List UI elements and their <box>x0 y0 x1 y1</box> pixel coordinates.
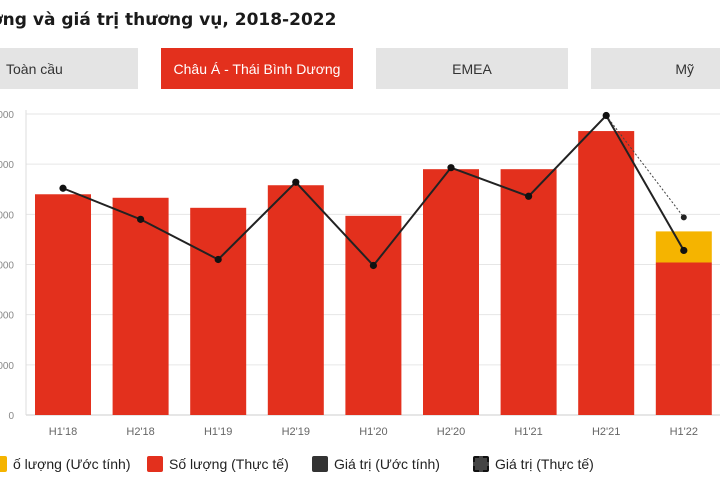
x-axis-ticks: H1'18 H2'18 H1'19 H2'19 H1'20 H2'20 H1'21 H2'21… <box>49 426 698 438</box>
point-value-actual <box>680 214 687 221</box>
bar-volume-actual <box>423 169 479 415</box>
bar-volume-actual <box>500 169 557 415</box>
legend-swatch <box>312 456 328 472</box>
y-tick-label: 000 <box>0 110 14 121</box>
x-tick-label: H2'20 <box>437 426 465 438</box>
bar-volume-actual <box>35 194 91 415</box>
value-lines <box>59 111 688 270</box>
bars <box>35 131 712 415</box>
legend-swatch <box>0 456 7 472</box>
point-value-estimate <box>214 255 222 264</box>
legend-swatch <box>147 456 163 472</box>
tab-emea[interactable]: EMEA <box>376 48 568 89</box>
line-value-actual <box>605 115 685 218</box>
legend-swatch <box>473 456 489 472</box>
legend-item-value-estimate[interactable]: Giá trị (Ước tính) <box>312 456 440 472</box>
legend-item-volume-estimate[interactable]: ố lượng (Ước tính) <box>0 456 131 472</box>
bar-volume-actual <box>112 197 169 415</box>
point-value-estimate <box>59 184 67 192</box>
legend: ố lượng (Ước tính) Số lượng (Thực tế) Gi… <box>0 456 720 480</box>
x-tick-label: H1'18 <box>49 426 77 438</box>
region-tabs: Toàn cầu Châu Á - Thái Bình Dương EMEA M… <box>0 48 720 90</box>
bar-volume-actual <box>267 185 324 415</box>
y-tick-label: 000 <box>0 261 14 272</box>
y-tick-label: 0 <box>8 411 14 422</box>
point-value-estimate <box>447 164 455 172</box>
x-tick-label: H1'22 <box>670 426 698 438</box>
legend-label: Giá trị (Thực tế) <box>495 456 594 472</box>
legend-label: ố lượng (Ước tính) <box>13 456 131 472</box>
point-value-estimate <box>369 261 377 270</box>
tab-us[interactable]: Mỹ <box>591 48 720 89</box>
tab-global[interactable]: Toàn cầu <box>0 48 138 89</box>
y-tick-label: 000 <box>0 210 14 221</box>
point-value-estimate <box>292 178 300 186</box>
bar-volume-actual <box>190 207 247 415</box>
y-tick-label: 000 <box>0 160 14 171</box>
point-value-estimate <box>680 246 688 255</box>
point-value-estimate <box>602 111 610 120</box>
y-tick-label: 000 <box>0 361 14 372</box>
y-tick-label: 000 <box>0 311 14 322</box>
point-value-estimate <box>137 215 145 223</box>
bar-volume-actual <box>655 262 712 415</box>
x-tick-label: H2'21 <box>592 426 620 438</box>
bar-volume-actual <box>345 215 402 415</box>
x-tick-label: H1'21 <box>514 426 542 438</box>
x-tick-label: H1'19 <box>204 426 232 438</box>
legend-label: Số lượng (Thực tế) <box>169 456 289 472</box>
x-tick-label: H2'18 <box>126 426 154 438</box>
legend-label: Giá trị (Ước tính) <box>334 456 440 472</box>
bar-volume-actual <box>578 131 635 415</box>
point-value-estimate <box>525 192 533 200</box>
x-tick-label: H2'19 <box>282 426 310 438</box>
legend-item-volume-actual[interactable]: Số lượng (Thực tế) <box>147 456 289 472</box>
legend-item-value-actual[interactable]: Giá trị (Thực tế) <box>473 456 594 472</box>
chart-title: ợng và giá trị thương vụ, 2018-2022 <box>0 10 337 30</box>
x-tick-label: H1'20 <box>359 426 387 438</box>
tab-asia-pacific[interactable]: Châu Á - Thái Bình Dương <box>161 48 353 89</box>
